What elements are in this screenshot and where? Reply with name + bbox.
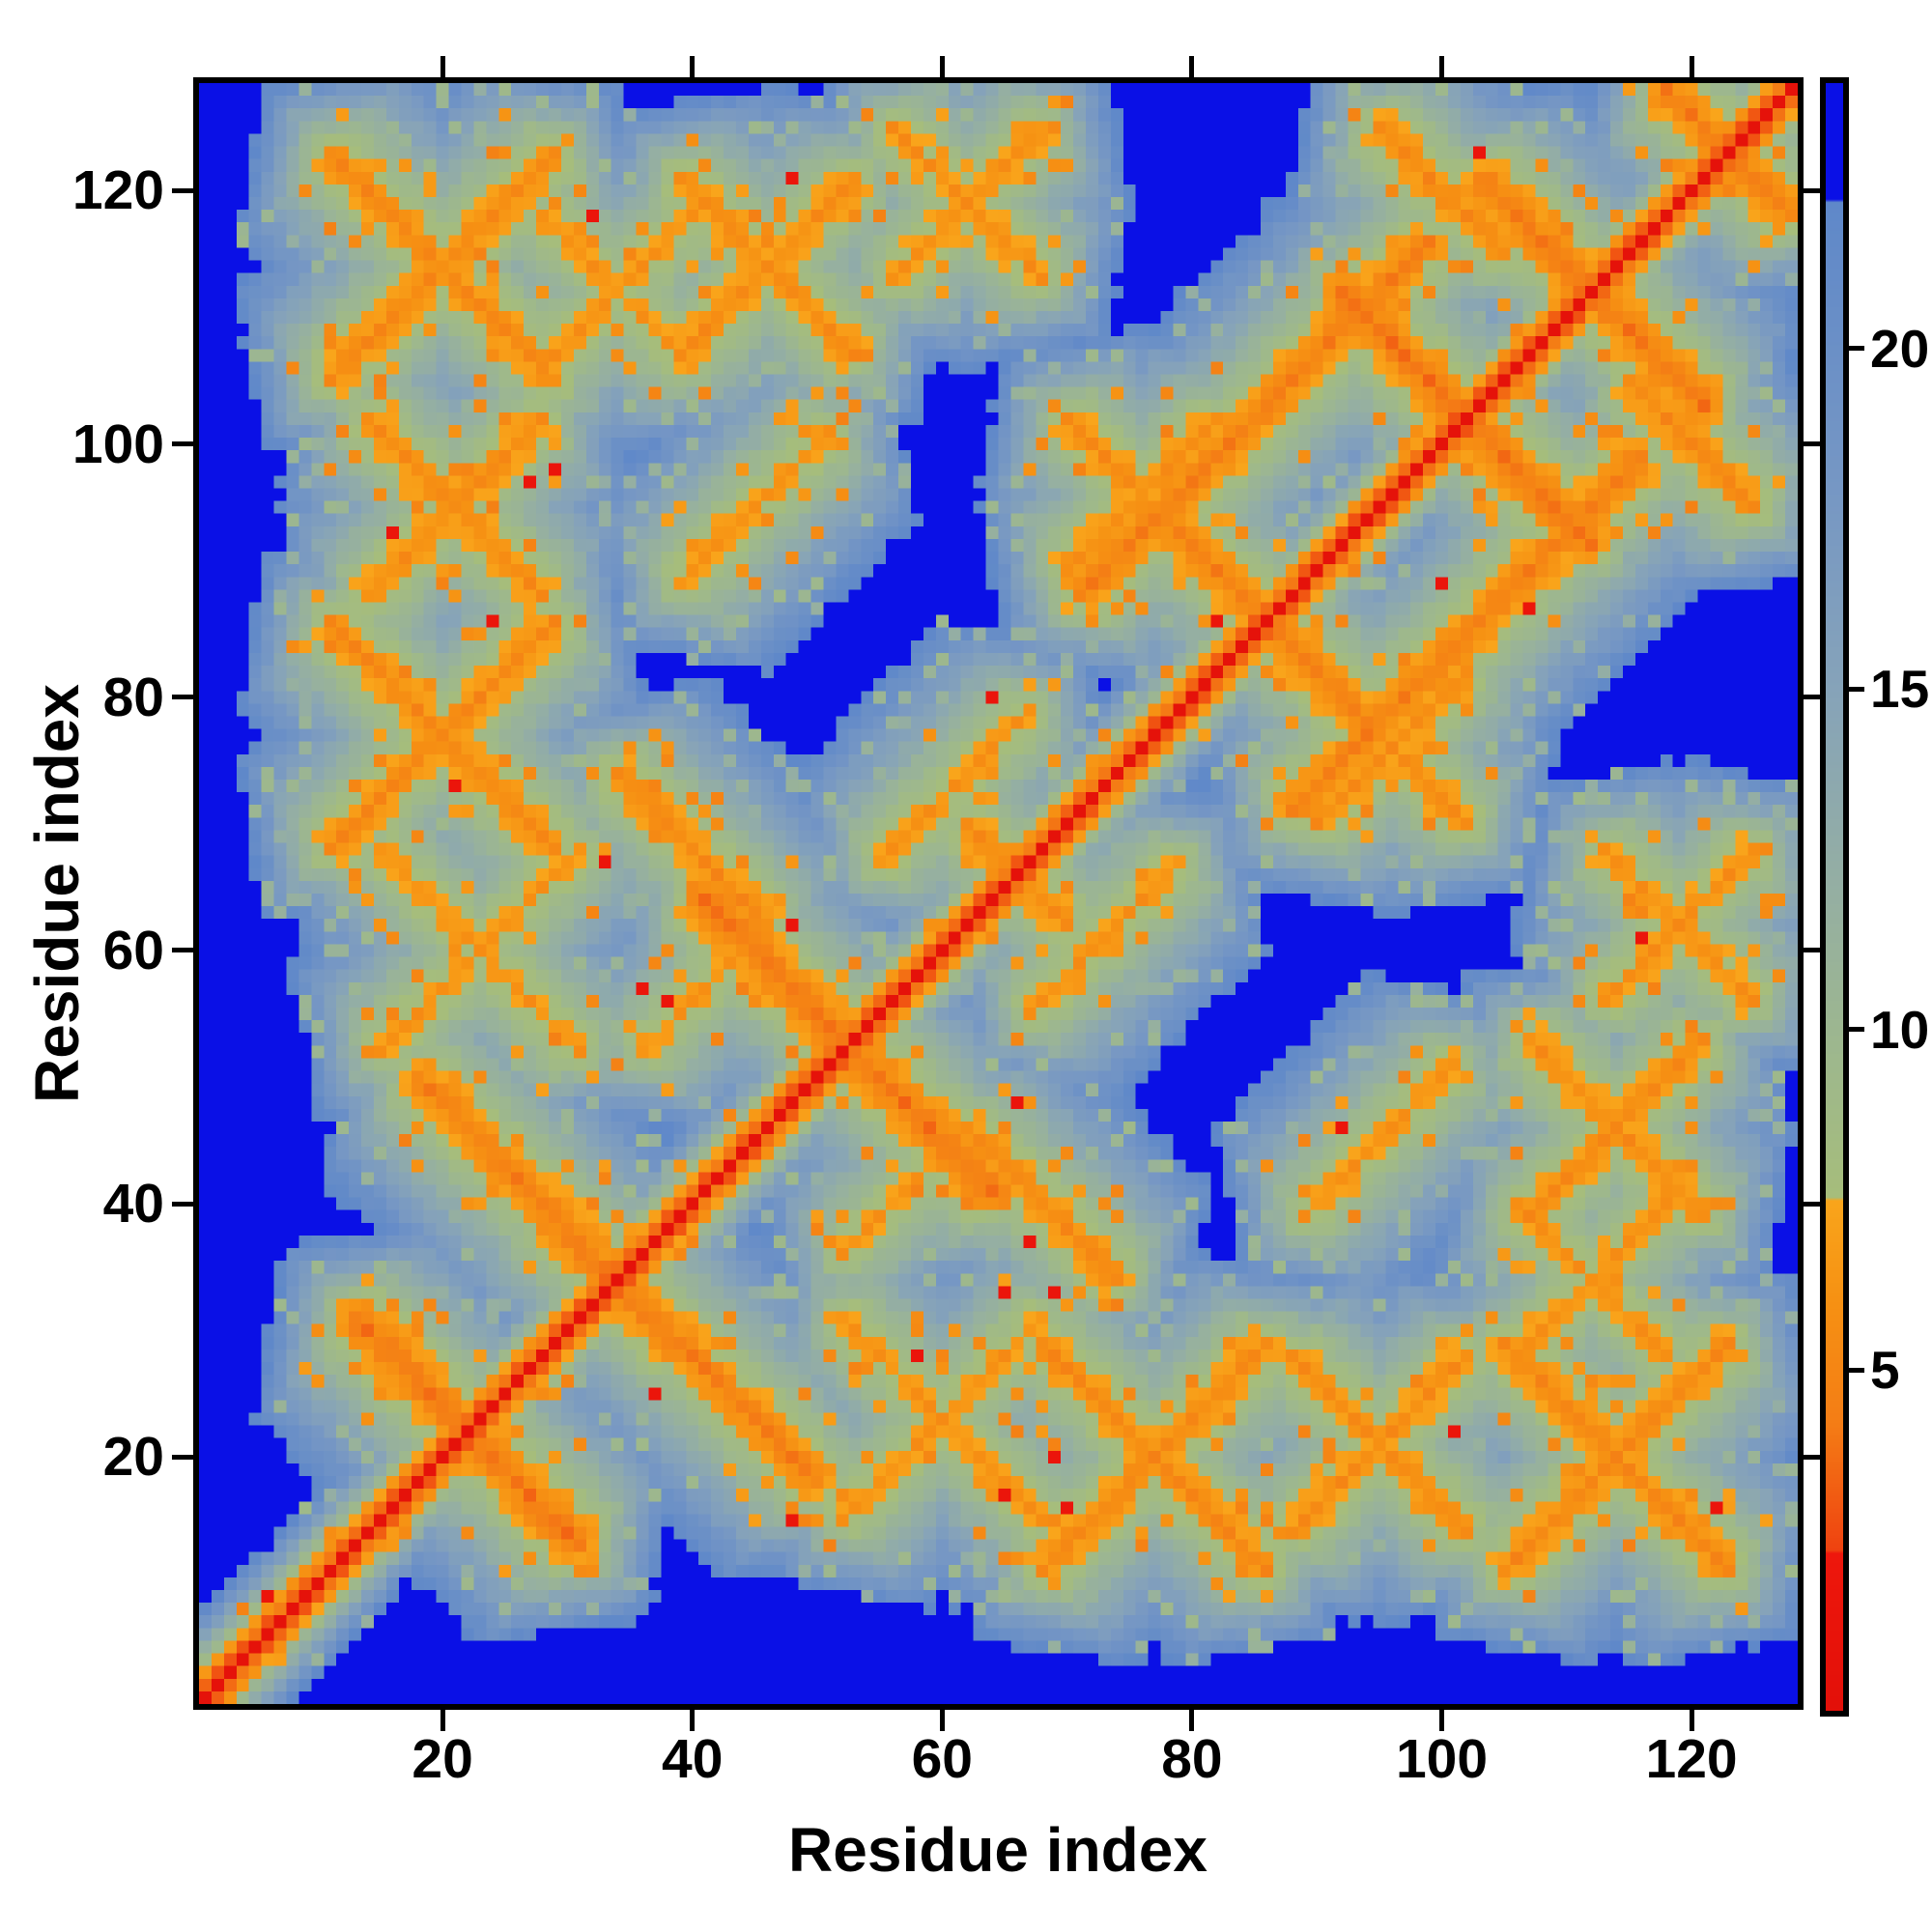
y-tick-mark-left <box>172 1454 193 1460</box>
y-tick-mark-right <box>1804 1201 1825 1207</box>
x-tick-mark-bottom <box>690 1710 696 1731</box>
y-tick-mark-right <box>1804 441 1825 447</box>
y-tick-label: 120 <box>71 159 164 222</box>
y-tick-mark-left <box>172 695 193 700</box>
x-tick-label: 100 <box>1395 1728 1489 1790</box>
y-tick-mark-right <box>1804 695 1825 700</box>
colorbar-tick-label: 20 <box>1870 318 1930 379</box>
colorbar-tick-mark <box>1849 1027 1864 1033</box>
y-tick-label: 40 <box>102 1173 164 1236</box>
colorbar-tick-label: 5 <box>1870 1340 1900 1401</box>
colorbar <box>1820 77 1849 1717</box>
heatmap-canvas <box>199 83 1798 1704</box>
colorbar-tick-mark <box>1849 346 1864 352</box>
x-tick-mark-top <box>939 56 945 77</box>
y-tick-mark-right <box>1804 187 1825 193</box>
x-tick-mark-top <box>440 56 445 77</box>
colorbar-tick-mark <box>1849 1367 1864 1373</box>
y-tick-mark-left <box>172 1201 193 1207</box>
x-tick-mark-bottom <box>939 1710 945 1731</box>
x-tick-mark-bottom <box>1689 1710 1694 1731</box>
y-tick-mark-right <box>1804 1454 1825 1460</box>
x-tick-label: 120 <box>1645 1728 1738 1790</box>
y-tick-label: 80 <box>102 666 164 728</box>
x-axis-label: Residue index <box>788 1815 1208 1885</box>
y-tick-label: 100 <box>71 412 164 475</box>
x-tick-label: 20 <box>412 1728 473 1790</box>
y-tick-label: 20 <box>102 1426 164 1489</box>
x-tick-mark-top <box>1689 56 1694 77</box>
colorbar-tick-label: 10 <box>1870 999 1930 1060</box>
x-tick-label: 80 <box>1161 1728 1223 1790</box>
heatmap-plot-area <box>193 77 1804 1710</box>
y-tick-mark-left <box>172 187 193 193</box>
y-tick-label: 60 <box>102 919 164 981</box>
x-tick-label: 40 <box>662 1728 724 1790</box>
y-tick-mark-left <box>172 948 193 953</box>
x-tick-mark-top <box>1189 56 1195 77</box>
x-tick-mark-top <box>1439 56 1444 77</box>
x-tick-mark-top <box>690 56 696 77</box>
x-tick-mark-bottom <box>1189 1710 1195 1731</box>
x-tick-label: 60 <box>911 1728 974 1790</box>
colorbar-canvas <box>1826 83 1843 1711</box>
x-tick-mark-bottom <box>440 1710 445 1731</box>
y-axis-label: Residue index <box>22 684 92 1103</box>
x-tick-mark-bottom <box>1439 1710 1444 1731</box>
colorbar-tick-label: 15 <box>1870 659 1930 720</box>
y-tick-mark-right <box>1804 948 1825 953</box>
colorbar-tick-mark <box>1849 686 1864 692</box>
y-tick-mark-left <box>172 441 193 447</box>
